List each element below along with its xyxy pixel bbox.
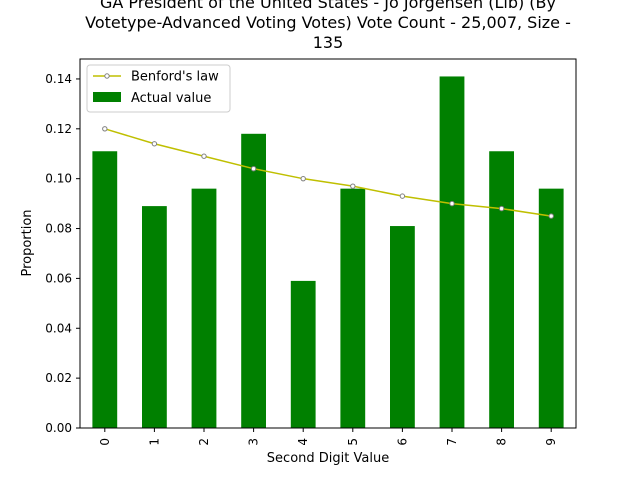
x-tick-label: 7 — [445, 438, 459, 446]
legend-label-benford: Benford's law — [131, 70, 219, 85]
chart-title-line-1: GA President of the United States - Jo J… — [100, 0, 556, 12]
y-tick-label: 0.12 — [45, 122, 72, 136]
benford-point-2 — [201, 153, 207, 159]
x-tick-label: 6 — [395, 438, 409, 446]
legend-marker-swatch — [104, 73, 110, 79]
x-tick-label: 3 — [247, 438, 261, 446]
bar-4 — [290, 280, 316, 428]
benford-line-group — [102, 126, 554, 219]
bar-6 — [390, 226, 415, 428]
bar-7 — [439, 76, 465, 429]
x-tick-label: 0 — [98, 438, 112, 446]
benford-point-4 — [300, 175, 306, 182]
x-tick-label: 2 — [197, 438, 211, 446]
legend-box — [86, 64, 231, 113]
benford-point-6 — [399, 193, 406, 199]
chart-title-line-3: 135 — [313, 33, 344, 52]
chart-title-line-2: Votetype-Advanced Voting Votes) Vote Cou… — [85, 13, 571, 32]
legend: Benford's law Actual value — [86, 64, 231, 113]
bar-9 — [538, 188, 564, 428]
x-tick-label: 8 — [495, 438, 509, 446]
benford-line — [104, 128, 552, 217]
x-tick-label: 9 — [544, 438, 558, 446]
x-tick-label: 1 — [147, 438, 161, 446]
y-axis: 0.00 0.02 0.04 0.06 0.08 0.10 0.12 0.14 — [45, 72, 80, 435]
x-tick-label: 5 — [346, 438, 360, 446]
benford-point-1 — [151, 141, 158, 147]
y-tick-label: 0.04 — [45, 321, 72, 335]
bar-8 — [489, 151, 514, 428]
bar-2 — [191, 188, 217, 428]
benford-point-7 — [449, 200, 455, 207]
y-tick-label: 0.08 — [45, 222, 72, 236]
bar-3 — [241, 133, 266, 428]
x-axis-label: Second Digit Value — [267, 451, 389, 466]
plot-frame — [79, 58, 577, 429]
benford-point-8 — [498, 205, 505, 212]
benford-point-5 — [350, 183, 356, 189]
y-axis-label: Proportion — [20, 209, 35, 276]
bar-5 — [340, 188, 366, 428]
bars-group — [92, 76, 564, 429]
benford-point-3 — [250, 166, 257, 172]
bar-1 — [142, 206, 167, 428]
x-axis: 0 1 2 3 4 5 6 7 8 9 — [98, 428, 558, 446]
y-tick-label: 0.00 — [45, 421, 72, 435]
y-tick-label: 0.02 — [45, 371, 72, 385]
y-tick-label: 0.10 — [45, 172, 72, 186]
bar-0 — [92, 151, 118, 428]
legend-label-actual: Actual value — [131, 91, 211, 106]
legend-bar-swatch — [93, 92, 121, 102]
y-tick-label: 0.06 — [45, 271, 72, 285]
benford-point-9 — [548, 213, 554, 219]
y-tick-label: 0.14 — [45, 72, 72, 86]
x-tick-label: 4 — [296, 438, 310, 446]
benford-point-0 — [102, 126, 108, 132]
